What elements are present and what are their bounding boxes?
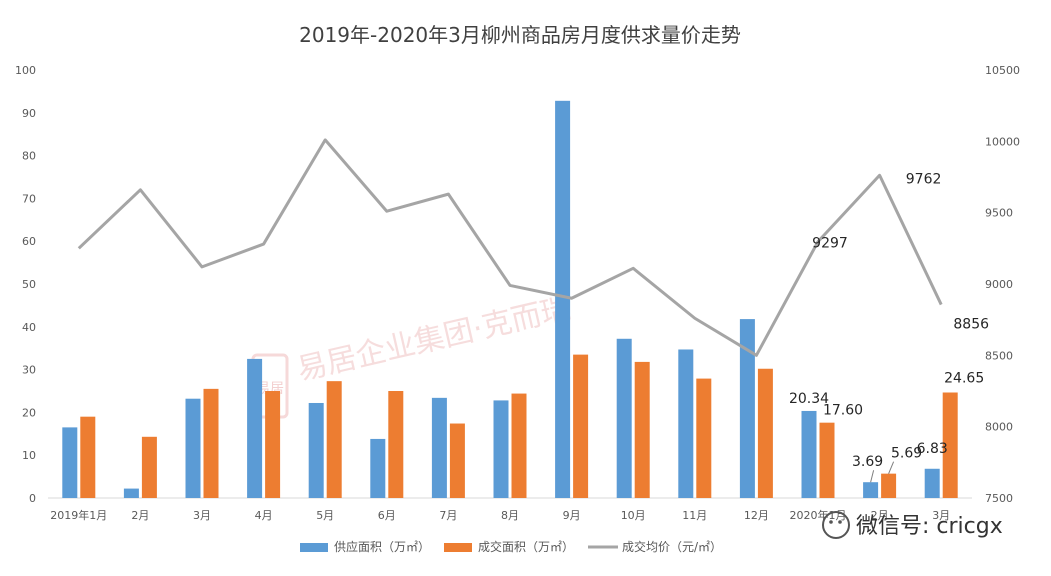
x-tick-label: 6月: [378, 509, 396, 522]
bar-transaction: [573, 354, 589, 498]
data-label: 6.83: [917, 441, 948, 457]
left-axis-tick-label: 70: [22, 192, 36, 205]
x-tick-label: 2020年1月: [790, 508, 847, 522]
bar-supply: [801, 410, 817, 498]
legend-label: 成交面积（万㎡）: [478, 539, 574, 554]
x-tick-label: 8月: [501, 509, 519, 522]
bar-transaction: [265, 391, 281, 498]
data-label: 8856: [953, 317, 989, 333]
x-tick-label: 3月: [193, 509, 211, 522]
data-label: 9297: [812, 236, 848, 252]
right-axis-tick-label: 8500: [985, 349, 1013, 362]
wechat-icon-eye-right: [838, 520, 842, 524]
wechat-icon-eye-left: [829, 520, 833, 524]
wechat-icon: [822, 511, 850, 539]
bar-supply: [123, 488, 139, 498]
right-axis-tick-label: 10000: [985, 135, 1020, 148]
bar-supply: [616, 338, 632, 498]
right-axis-tick-label: 9500: [985, 207, 1013, 220]
left-axis-tick-label: 20: [22, 406, 36, 419]
axes: 0 10 20 30 40 50 60 70 80 90 100 7500 8000 8500 9000 95…: [15, 64, 1020, 505]
bar-supply: [431, 397, 447, 498]
right-axis-tick-label: 9000: [985, 278, 1013, 291]
legend-label: 成交均价（元/㎡）: [622, 539, 722, 554]
left-axis-tick-label: 80: [22, 150, 36, 163]
bar-supply: [493, 400, 509, 498]
x-tick-label: 3月: [932, 509, 950, 522]
bar-transaction: [80, 416, 96, 498]
data-label: 9762: [906, 171, 942, 187]
right-axis-tick-label: 7500: [985, 492, 1013, 505]
x-tick-label: 2月: [871, 509, 889, 522]
x-tick-label: 5月: [316, 509, 334, 522]
bar-transaction: [696, 378, 712, 498]
bar-transaction: [388, 391, 404, 498]
left-axis-tick-label: 0: [29, 492, 36, 505]
bar-supply: [739, 319, 755, 498]
x-tick-label: 12月: [744, 509, 769, 522]
left-axis-tick-label: 90: [22, 107, 36, 120]
bar-supply: [370, 438, 386, 498]
leader-line: [888, 461, 895, 474]
left-axis-tick-label: 60: [22, 235, 36, 248]
legend-swatch: [444, 543, 472, 552]
price-line-path: [77, 138, 943, 357]
x-tick-label: 11月: [682, 509, 707, 522]
right-axis-tick-label: 10500: [985, 64, 1020, 77]
left-axis-tick-label: 40: [22, 321, 36, 334]
data-label: 20.34: [789, 391, 829, 407]
watermark-text: 易居企业集团·克而瑞: [294, 291, 574, 388]
left-axis-tick-label: 10: [22, 449, 36, 462]
wechat-id: 微信号: cricgx: [856, 514, 1003, 539]
bar-supply: [924, 468, 940, 498]
left-axis-tick-label: 100: [15, 64, 36, 77]
bar-supply: [678, 349, 694, 498]
legend-swatch: [300, 543, 328, 552]
x-tick-label: 10月: [621, 509, 646, 522]
left-axis-tick-label: 50: [22, 278, 36, 291]
x-tick-label: 4月: [255, 509, 273, 522]
bar-supply: [555, 100, 571, 498]
bar-transaction: [511, 393, 527, 498]
leader-line: [870, 470, 875, 483]
data-label: 5.69: [891, 446, 922, 462]
left-axis-tick-label: 30: [22, 364, 36, 377]
bar-supply: [62, 427, 78, 498]
bar-supply: [863, 482, 879, 498]
data-label: 17.60: [823, 403, 863, 419]
chart-title: 2019年-2020年3月柳州商品房月度供求量价走势: [299, 23, 741, 47]
right-axis-tick-label: 8000: [985, 421, 1013, 434]
bar-transaction: [942, 392, 958, 498]
legend: 供应面积（万㎡） 成交面积（万㎡） 成交均价（元/㎡）: [300, 539, 722, 554]
data-label: 3.69: [852, 454, 883, 470]
bar-transaction: [141, 436, 157, 498]
bar-transaction: [449, 423, 465, 498]
bar-supply: [185, 398, 201, 498]
bar-supply: [247, 358, 263, 498]
bar-supply: [308, 402, 324, 498]
bar-transaction: [819, 422, 835, 498]
legend-label: 供应面积（万㎡）: [334, 539, 430, 554]
wechat-badge: 微信号: cricgx: [822, 511, 1003, 539]
bar-transaction: [757, 368, 773, 498]
x-tick-label: 2月: [131, 509, 149, 522]
x-tick-label: 9月: [563, 509, 581, 522]
bar-transaction: [326, 381, 342, 498]
bars: [62, 100, 958, 498]
bar-transaction: [203, 388, 219, 498]
x-tick-label: 2019年1月: [50, 508, 107, 522]
data-label: 24.65: [944, 370, 984, 386]
price-line: [77, 138, 943, 357]
bar-transaction: [634, 361, 650, 498]
x-tick-labels: 2019年1月 2月 3月 4月 5月 6月 7月 8月 9月 10月 11月 12月 2020年1月 2…: [50, 508, 950, 522]
x-tick-label: 7月: [439, 509, 457, 522]
bar-transaction: [881, 473, 897, 498]
